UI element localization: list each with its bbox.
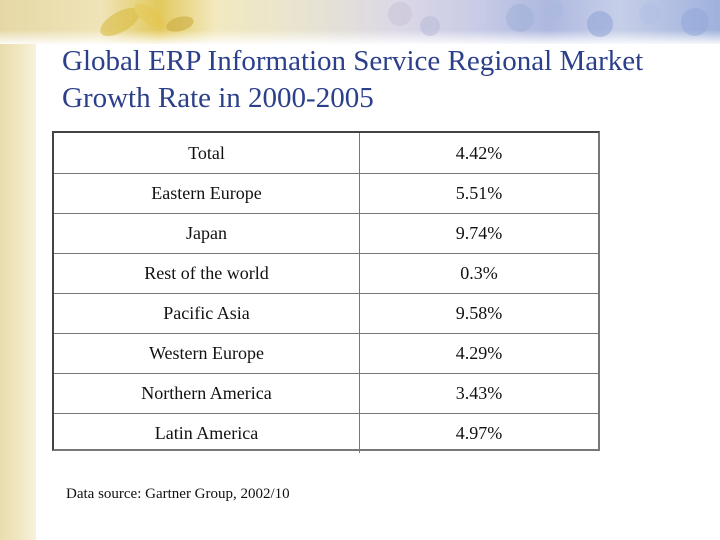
left-decor-strip [0, 0, 36, 540]
region-cell: Rest of the world [54, 254, 360, 293]
growth-rate-cell: 0.3% [460, 263, 498, 283]
table-row: Eastern Europe 5.51% [54, 173, 598, 213]
region-cell: Japan [54, 214, 360, 253]
region-cell: Pacific Asia [54, 294, 360, 333]
banner-fade [0, 30, 720, 44]
table-row: Latin America 4.97% [54, 413, 598, 453]
table-row: Japan 9.74% [54, 213, 598, 253]
growth-rate-cell: 9.74% [455, 223, 503, 243]
table-row: Northern America 3.43% [54, 373, 598, 413]
growth-rate-cell: 5.51% [455, 183, 503, 203]
growth-rate-cell: 4.42% [455, 142, 503, 163]
region-cell: Northern America [54, 374, 360, 413]
table-row: Western Europe 4.29% [54, 333, 598, 373]
growth-rate-table: Total 4.42% Eastern Europe 5.51% Japan 9… [52, 131, 600, 453]
table-row: Total 4.42% [54, 133, 598, 173]
table-row: Rest of the world 0.3% [54, 253, 598, 293]
region-cell: Total [54, 133, 360, 173]
growth-rate-cell: 4.97% [455, 423, 503, 443]
table-row: Pacific Asia 9.58% [54, 293, 598, 333]
flower-decor-icon [100, 1, 709, 37]
data-source-note: Data source: Gartner Group, 2002/10 [66, 486, 290, 502]
growth-rate-cell: 3.43% [455, 383, 503, 403]
growth-rate-cell: 9.58% [455, 303, 503, 323]
slide-title: Global ERP Information Service Regional … [62, 45, 644, 114]
region-cell: Western Europe [54, 334, 360, 373]
region-cell: Eastern Europe [54, 174, 360, 213]
growth-rate-cell: 4.29% [455, 343, 503, 363]
region-cell: Latin America [54, 414, 360, 453]
